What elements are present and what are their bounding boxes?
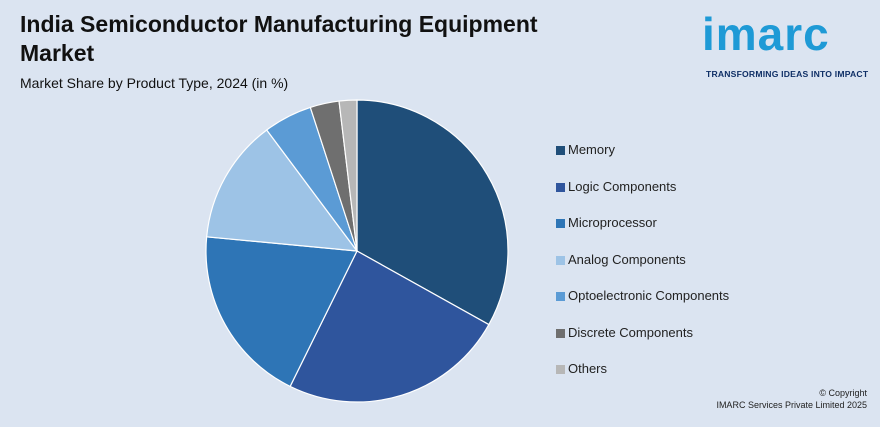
legend-item-memory: Memory: [556, 142, 729, 179]
legend-swatch: [556, 292, 565, 301]
legend-item-optoelectronic-components: Optoelectronic Components: [556, 288, 729, 325]
legend-swatch: [556, 146, 565, 155]
chart-title: India Semiconductor Manufacturing Equipm…: [20, 11, 538, 66]
pie-slice-analog-components: [206, 129, 359, 252]
legend-label: Memory: [568, 142, 615, 157]
legend-item-others: Others: [556, 361, 729, 398]
legend-item-discrete-components: Discrete Components: [556, 325, 729, 362]
legend-swatch: [556, 365, 565, 374]
pie-slice-others: [338, 99, 358, 252]
legend-item-analog-components: Analog Components: [556, 252, 729, 289]
pie-slice-memory: [356, 99, 509, 326]
legend-label: Microprocessor: [568, 215, 657, 230]
pie-slice-logic-components: [289, 250, 490, 403]
legend-swatch: [556, 219, 565, 228]
legend-label: Others: [568, 361, 608, 376]
legend-item-logic-components: Logic Components: [556, 179, 729, 216]
legend-label: Logic Components: [568, 178, 677, 194]
pie-slice-microprocessor: [205, 236, 358, 388]
copyright-line-1: © Copyright: [819, 388, 867, 398]
legend-label: Optoelectronic Components: [568, 288, 730, 303]
legend-label: Discrete Components: [568, 324, 693, 340]
logo-tagline: TRANSFORMING IDEAS INTO IMPACT: [706, 69, 869, 79]
chart-subtitle: Market Share by Product Type, 2024 (in %…: [20, 75, 289, 91]
chart-legend: Memory Logic Components Microprocessor Anal…: [556, 142, 729, 398]
legend-label: Analog Components: [568, 251, 686, 267]
copyright-notice: © Copyright IMARC Services Private Limit…: [716, 387, 867, 411]
legend-swatch: [556, 182, 565, 192]
legend-item-microprocessor: Microprocessor: [556, 215, 729, 252]
imarc-logo: imarc TRANSFORMING IDEAS INTO IMPACT: [700, 8, 876, 82]
legend-swatch: [556, 328, 565, 338]
legend-swatch: [556, 255, 565, 265]
copyright-line-2: IMARC Services Private Limited 2025: [716, 400, 867, 410]
logo-wordmark: imarc: [702, 8, 830, 60]
